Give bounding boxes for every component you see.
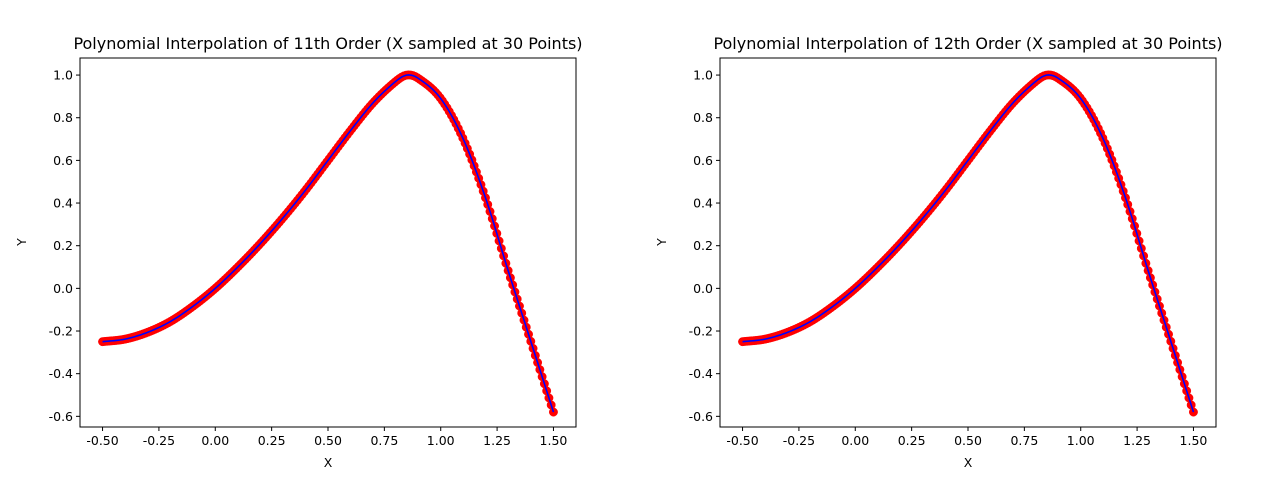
- left-chart-x-tick-label: 0.25: [258, 433, 286, 448]
- left-chart-x-tick-label: 1.00: [427, 433, 455, 448]
- left-chart-y-axis-label: Y: [14, 238, 29, 247]
- left-chart-x-axis: -0.50 -0.25 0.00 0.25 0.50 0.75 1.00 1.25 1.50: [86, 427, 567, 448]
- left-chart-y-axis: -0.6 -0.4 -0.2 0.0 0.2 0.4 0.6 0.8 1.0: [49, 68, 80, 424]
- right-chart-x-tick-label: -0.50: [726, 433, 758, 448]
- left-chart-x-tick-label: 0.00: [201, 433, 229, 448]
- right-chart-x-axis: -0.50 -0.25 0.00 0.25 0.50 0.75 1.00 1.25 1.50: [726, 427, 1207, 448]
- right-chart-x-tick-label: 1.25: [1123, 433, 1151, 448]
- right-chart-y-axis-label: Y: [654, 238, 669, 247]
- right-chart-marks: [738, 70, 1198, 417]
- left-chart-y-tick-label: -0.2: [49, 324, 73, 339]
- left-chart-panel: Polynomial Interpolation of 11th Order (…: [14, 34, 583, 470]
- left-chart-y-tick-label: 0.2: [53, 238, 73, 253]
- left-chart-interpolation-line: [102, 74, 555, 413]
- right-chart-y-tick-label: 1.0: [693, 68, 713, 83]
- right-chart-y-tick-label: 0.4: [693, 196, 713, 211]
- right-chart-x-tick-label: 1.00: [1067, 433, 1095, 448]
- right-chart-x-tick-label: 0.75: [1010, 433, 1038, 448]
- right-chart-y-tick-label: -0.6: [689, 409, 713, 424]
- right-chart-y-tick-label: 0.0: [693, 281, 713, 296]
- right-chart-y-tick-label: 0.8: [693, 110, 713, 125]
- left-chart-x-tick-label: -0.50: [86, 433, 118, 448]
- left-chart-x-tick-label: 0.75: [370, 433, 398, 448]
- right-chart-x-tick-label: 0.50: [954, 433, 982, 448]
- left-chart-y-tick-label: 0.4: [53, 196, 73, 211]
- right-chart-y-axis: -0.6 -0.4 -0.2 0.0 0.2 0.4 0.6 0.8 1.0: [689, 68, 720, 424]
- right-chart-y-tick-label: -0.2: [689, 324, 713, 339]
- left-chart-y-tick-label: 0.0: [53, 281, 73, 296]
- left-chart-title: Polynomial Interpolation of 11th Order (…: [73, 34, 582, 53]
- right-chart-y-tick-label: 0.2: [693, 238, 713, 253]
- left-chart-x-tick-label: 1.50: [540, 433, 568, 448]
- right-chart-title: Polynomial Interpolation of 12th Order (…: [713, 34, 1222, 53]
- left-chart-x-tick-label: 1.25: [483, 433, 511, 448]
- left-chart-y-tick-label: 0.6: [53, 153, 73, 168]
- right-chart-x-tick-label: -0.25: [783, 433, 815, 448]
- left-chart-x-tick-label: 0.50: [314, 433, 342, 448]
- right-chart-x-tick-label: 1.50: [1180, 433, 1208, 448]
- right-chart-panel: Polynomial Interpolation of 12th Order (…: [654, 34, 1223, 470]
- left-chart-y-tick-label: -0.6: [49, 409, 73, 424]
- right-chart-x-tick-label: 0.25: [898, 433, 926, 448]
- left-chart-y-tick-label: 0.8: [53, 110, 73, 125]
- right-chart-interpolation-line: [742, 74, 1195, 413]
- right-chart-x-axis-label: X: [964, 455, 973, 470]
- right-chart-x-tick-label: 0.00: [841, 433, 869, 448]
- left-chart-marks: [98, 70, 558, 417]
- right-chart-y-tick-label: -0.4: [689, 366, 713, 381]
- left-chart-x-tick-label: -0.25: [143, 433, 175, 448]
- right-chart-y-tick-label: 0.6: [693, 153, 713, 168]
- left-chart-x-axis-label: X: [324, 455, 333, 470]
- left-chart-y-tick-label: 1.0: [53, 68, 73, 83]
- left-chart-y-tick-label: -0.4: [49, 366, 73, 381]
